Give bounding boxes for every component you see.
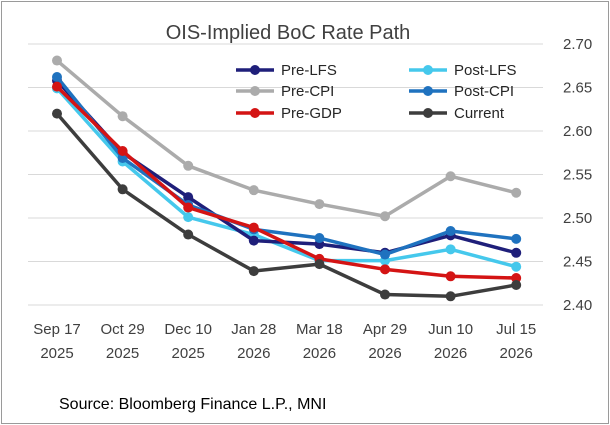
gridlines bbox=[28, 43, 543, 306]
x-tick-label: Jan 28 bbox=[231, 321, 276, 338]
data-point-pre-cpi bbox=[445, 171, 456, 182]
y-tick-label: 2.50 bbox=[563, 210, 592, 227]
x-tick-label: Jun 10 bbox=[428, 321, 473, 338]
legend-swatch-marker bbox=[250, 86, 260, 96]
x-tick-label: Apr 29 bbox=[363, 321, 407, 338]
data-point-pre-gdp bbox=[52, 81, 62, 92]
data-point-current bbox=[380, 289, 390, 300]
x-tick-label-year: 2025 bbox=[172, 345, 205, 362]
x-tick-label-year: 2025 bbox=[40, 345, 73, 362]
source-note: Source: Bloomberg Finance L.P., MNI bbox=[59, 396, 326, 413]
series-line-post-cpi bbox=[55, 75, 518, 257]
series-line-pre-cpi bbox=[55, 58, 518, 219]
data-point-post-cpi bbox=[511, 233, 522, 244]
y-tick-label: 2.60 bbox=[563, 123, 592, 140]
data-point-post-lfs bbox=[183, 212, 194, 223]
data-point-pre-lfs bbox=[183, 192, 194, 203]
data-point-pre-lfs bbox=[248, 235, 259, 246]
legend-item-pre-cpi: Pre-CPI bbox=[236, 83, 334, 100]
y-tick-label: 2.65 bbox=[563, 80, 592, 97]
x-tick-label-year: 2026 bbox=[500, 345, 533, 362]
data-point-current bbox=[52, 108, 62, 119]
data-point-pre-gdp bbox=[248, 222, 259, 233]
data-point-post-lfs bbox=[445, 244, 456, 255]
x-tick-label: Jul 15 bbox=[496, 321, 536, 338]
x-tick-label-year: 2026 bbox=[303, 345, 336, 362]
legend-label: Pre-LFS bbox=[281, 62, 337, 79]
data-point-post-cpi bbox=[380, 249, 390, 260]
data-point-pre-gdp bbox=[183, 202, 194, 213]
legend-swatch-marker bbox=[423, 86, 433, 96]
legend-label: Pre-CPI bbox=[281, 83, 334, 100]
data-point-pre-cpi bbox=[380, 211, 390, 222]
y-tick-label: 2.40 bbox=[563, 297, 592, 314]
data-point-pre-gdp bbox=[445, 271, 456, 282]
x-tick-label-year: 2026 bbox=[434, 345, 467, 362]
data-point-post-cpi bbox=[445, 226, 456, 237]
data-point-pre-gdp bbox=[117, 146, 128, 157]
series-line-pre-gdp bbox=[55, 84, 518, 280]
data-point-post-lfs bbox=[511, 261, 522, 272]
legend-label: Post-LFS bbox=[454, 62, 517, 79]
legend-label: Post-CPI bbox=[454, 83, 514, 100]
data-point-current bbox=[511, 279, 522, 290]
legend-item-post-lfs: Post-LFS bbox=[409, 62, 517, 79]
data-point-current bbox=[445, 291, 456, 302]
legend-item-current: Current bbox=[409, 105, 505, 122]
series-line-post-lfs bbox=[55, 86, 518, 269]
y-tick-label: 2.55 bbox=[563, 167, 592, 184]
legend-swatch-marker bbox=[423, 108, 433, 118]
data-point-current bbox=[183, 229, 194, 240]
legend: Pre-LFS Post-LFS Pre-CPI Post-CPI Pre-GDP Cur… bbox=[236, 62, 517, 122]
data-point-post-cpi bbox=[314, 233, 325, 244]
x-tick-label: Mar 18 bbox=[296, 321, 343, 338]
chart-title: OIS-Implied BoC Rate Path bbox=[166, 22, 411, 44]
legend-swatch-marker bbox=[423, 65, 433, 75]
data-point-pre-gdp bbox=[511, 273, 522, 284]
x-tick-label-year: 2025 bbox=[106, 345, 139, 362]
series-current bbox=[52, 108, 522, 302]
legend-swatch-marker bbox=[250, 108, 260, 118]
data-point-pre-cpi bbox=[248, 185, 259, 196]
series-pre-gdp bbox=[52, 81, 522, 284]
legend-label: Pre-GDP bbox=[281, 105, 342, 122]
data-point-pre-lfs bbox=[511, 247, 522, 258]
y-axis-ticks: 2.40 2.45 2.50 2.55 2.60 2.65 2.70 bbox=[563, 36, 592, 314]
legend-item-pre-gdp: Pre-GDP bbox=[236, 105, 342, 122]
x-tick-label: Oct 29 bbox=[101, 321, 145, 338]
x-axis-ticks: Sep 17 2025 Oct 29 2025 Dec 10 2025 Jan 28 2026… bbox=[33, 321, 536, 362]
data-point-current bbox=[117, 184, 128, 195]
legend-item-pre-lfs: Pre-LFS bbox=[236, 62, 337, 79]
data-point-pre-gdp bbox=[380, 264, 390, 275]
data-point-current bbox=[314, 259, 325, 270]
data-point-pre-cpi bbox=[52, 55, 62, 66]
data-point-post-cpi bbox=[52, 72, 62, 83]
data-point-pre-cpi bbox=[314, 199, 325, 210]
y-tick-label: 2.45 bbox=[563, 254, 592, 271]
data-point-pre-cpi bbox=[117, 111, 128, 122]
legend-item-post-cpi: Post-CPI bbox=[409, 83, 514, 100]
data-point-pre-cpi bbox=[511, 187, 522, 198]
legend-label: Current bbox=[454, 105, 505, 122]
data-point-current bbox=[248, 266, 259, 277]
x-tick-label: Sep 17 bbox=[33, 321, 81, 338]
x-tick-label-year: 2026 bbox=[368, 345, 401, 362]
series-pre-cpi bbox=[52, 55, 522, 222]
x-tick-label: Dec 10 bbox=[164, 321, 212, 338]
legend-swatch-marker bbox=[250, 65, 260, 75]
series-line-current bbox=[55, 111, 518, 299]
x-tick-label-year: 2026 bbox=[237, 345, 270, 362]
y-tick-label: 2.70 bbox=[563, 36, 592, 53]
data-point-pre-cpi bbox=[183, 160, 194, 171]
series-lines bbox=[52, 55, 522, 302]
